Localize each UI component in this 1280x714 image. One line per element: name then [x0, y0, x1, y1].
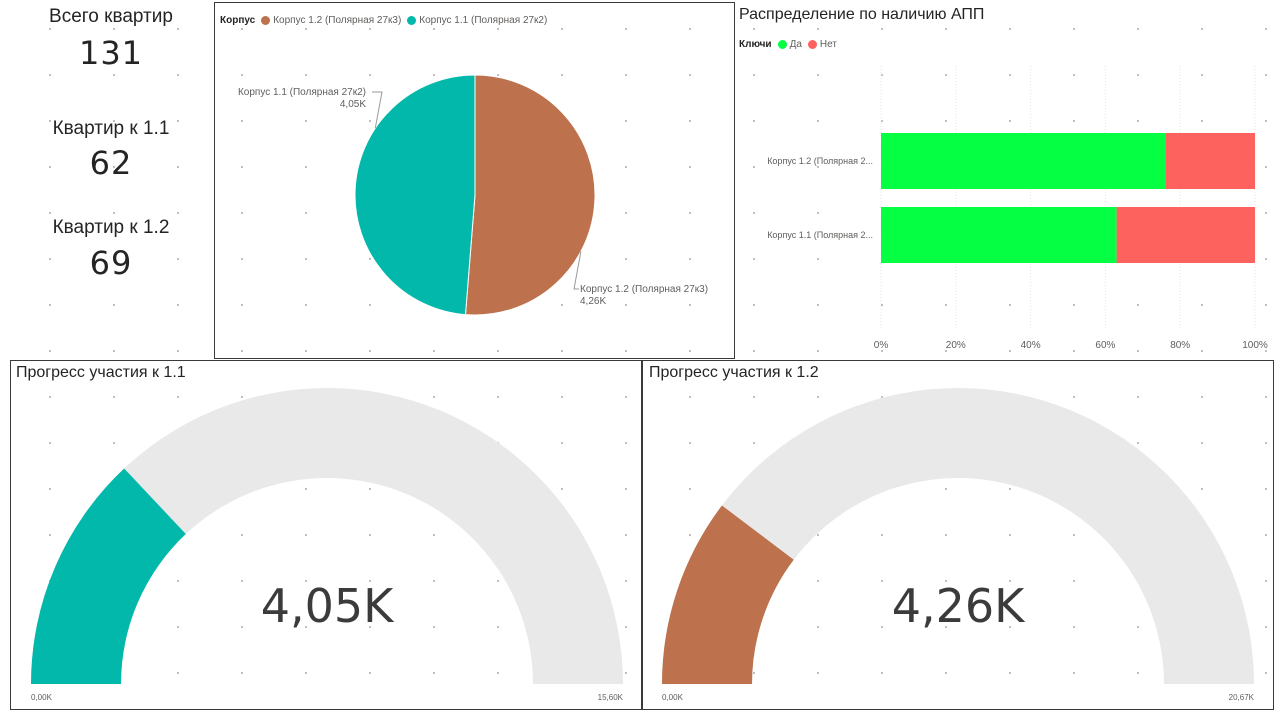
pie-slice-name-label: Корпус 1.1 (Полярная 27к2): [238, 87, 366, 98]
bar-x-tick-label: 0%: [874, 340, 889, 351]
bar-chart[interactable]: 0% 20% 40% 60% 80% 100% Корпус 1.2 (Полярная 2…: [736, 0, 1280, 360]
pie-leader-line: [372, 91, 383, 129]
bar-legend-label: Да: [789, 39, 802, 50]
pie-slice-value-label: 4,05K: [340, 99, 366, 110]
bar-segment[interactable]: [881, 133, 1166, 189]
legend-dot-icon: [777, 40, 787, 49]
pie-legend-label: Корпус 1.1 (Полярная 27к2): [419, 15, 548, 26]
gauge-value-arc: [31, 468, 186, 684]
bar-x-tick-label: 20%: [946, 340, 966, 351]
gauge-value-label: 4,05K: [261, 579, 395, 633]
legend-dot-icon: [407, 16, 417, 25]
kpi-total-value: 131: [78, 34, 144, 72]
kpi-11-value: 62: [89, 144, 133, 182]
bar-legend-item-yes[interactable]: Да: [777, 39, 802, 50]
bar-x-tick-label: 100%: [1242, 340, 1268, 351]
legend-dot-icon: [261, 16, 271, 25]
pie-leader-line: [573, 251, 582, 290]
gauge-min-label: 0,00K: [31, 693, 53, 702]
kpi-12-label: Квартир к 1.2: [52, 217, 170, 238]
bar-x-tick-label: 60%: [1095, 340, 1115, 351]
pie-panel[interactable]: [214, 2, 735, 359]
kpi-11[interactable]: Квартир к 1.1 62: [0, 108, 222, 198]
bar-segment[interactable]: [1165, 133, 1255, 189]
gauge-track: [662, 388, 1254, 684]
gauge1-chart: 4,05K 0,00K 15,60K: [31, 388, 624, 702]
gauge-value-arc: [662, 505, 794, 684]
kpi-total[interactable]: Всего квартир 131: [0, 0, 222, 100]
gauge-value-label: 4,26K: [892, 579, 1026, 633]
gauge-max-label: 15,60K: [598, 693, 624, 702]
pie-slice[interactable]: [464, 74, 596, 316]
kpi-12-value: 69: [89, 244, 133, 282]
pie-legend-label: Корпус 1.2 (Полярная 27к3): [273, 15, 402, 26]
bar-legend: Ключи Да Нет: [739, 39, 843, 50]
kpi-11-label: Квартир к 1.1: [52, 118, 170, 139]
bar-category-label: Корпус 1.1 (Полярная 2...: [767, 230, 873, 240]
bar-legend-label: Нет: [819, 39, 837, 50]
bar-legend-item-no[interactable]: Нет: [807, 39, 837, 50]
gauge-max-label: 20,67K: [1229, 693, 1255, 702]
legend-dot-icon: [807, 40, 817, 49]
bar-segment[interactable]: [881, 207, 1117, 263]
kpi-total-label: Всего квартир: [49, 6, 173, 27]
kpi-12[interactable]: Квартир к 1.2 69: [0, 208, 222, 298]
pie-slice-value-label: 4,26K: [580, 296, 606, 307]
gauge2-panel[interactable]: [642, 360, 1274, 710]
pie-legend-title: Корпус: [220, 15, 256, 26]
bar-chart-title: Распределение по наличию АПП: [739, 6, 985, 23]
pie-legend-item-k12[interactable]: Корпус 1.2 (Полярная 27к3): [261, 15, 401, 26]
gauge1-title: Прогресс участия к 1.1: [16, 364, 186, 381]
bar-x-tick-label: 80%: [1170, 340, 1190, 351]
pie-slice[interactable]: [354, 74, 476, 316]
pie-slice-name-label: Корпус 1.2 (Полярная 27к3): [580, 284, 708, 295]
gauge2-title: Прогресс участия к 1.2: [649, 364, 819, 381]
bar-category-label: Корпус 1.2 (Полярная 2...: [767, 156, 873, 166]
pie-legend: Корпус Корпус 1.2 (Полярная 27к3) Корпус…: [220, 15, 553, 26]
gauge1-panel[interactable]: [10, 360, 642, 710]
gauge-min-label: 0,00K: [662, 693, 684, 702]
gauge2-chart: 4,26K 0,00K 20,67K: [662, 388, 1255, 702]
bar-legend-title: Ключи: [739, 39, 772, 50]
bar-segment[interactable]: [1116, 207, 1255, 263]
bar-x-tick-label: 40%: [1021, 340, 1041, 351]
gauge-track: [31, 388, 623, 684]
pie-legend-item-k11[interactable]: Корпус 1.1 (Полярная 27к2): [407, 15, 547, 26]
